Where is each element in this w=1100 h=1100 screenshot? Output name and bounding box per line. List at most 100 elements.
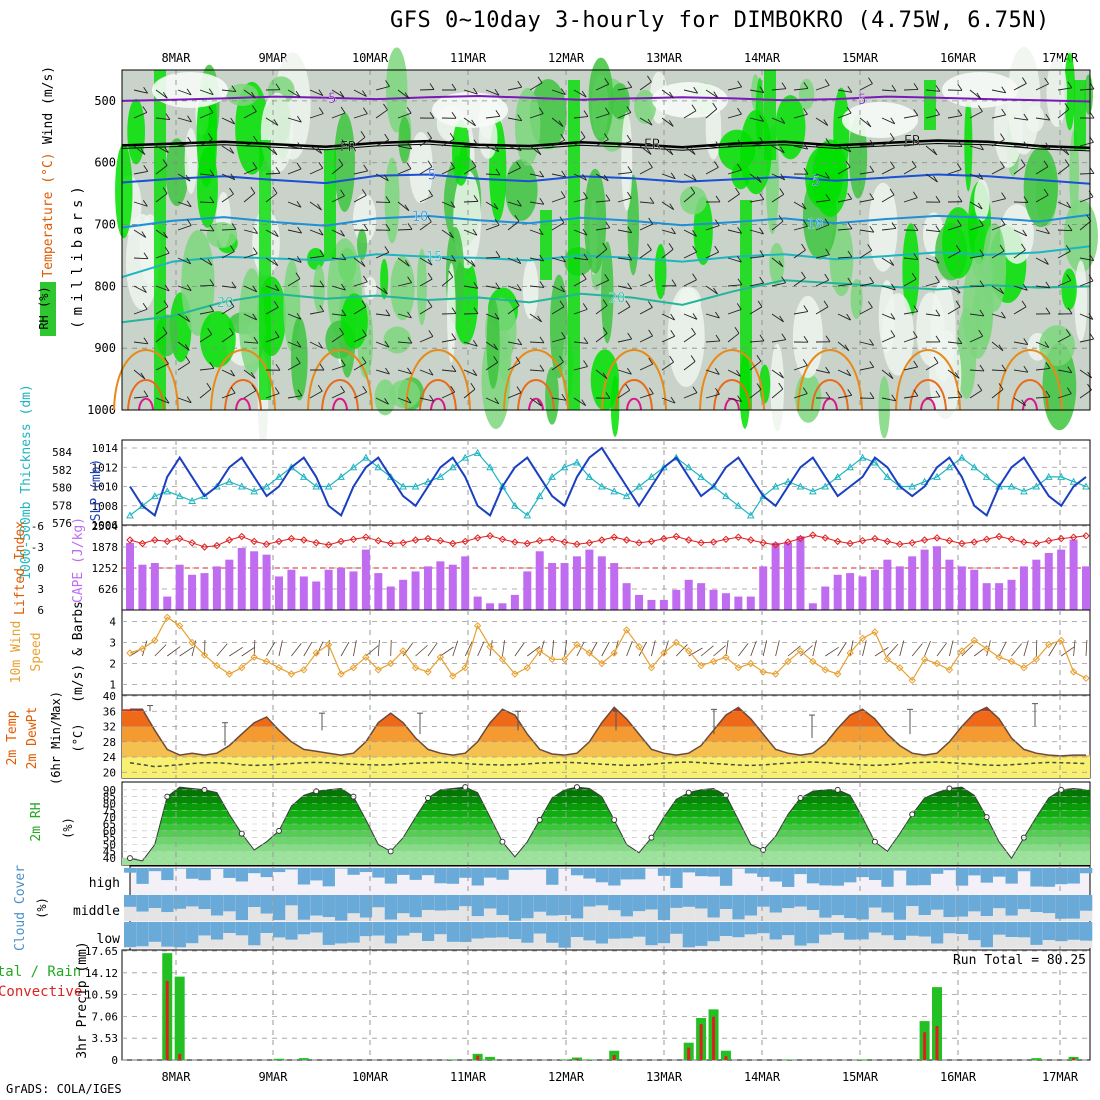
wind-barb bbox=[661, 313, 675, 321]
wind-barb-flag bbox=[580, 131, 586, 138]
wind-barb-flag bbox=[406, 106, 412, 114]
wind-barb-flag bbox=[890, 330, 896, 337]
wind-barb-flag bbox=[890, 117, 896, 125]
cloud-clear-bar bbox=[819, 917, 832, 921]
cloud-cover-bar bbox=[732, 922, 745, 938]
cloud-clear-bar bbox=[943, 933, 956, 948]
wind-barb-flag bbox=[297, 389, 303, 396]
rh-tick: 40 bbox=[103, 852, 116, 865]
wind-barb-flag bbox=[273, 301, 279, 308]
wind-barb-flag bbox=[670, 396, 676, 404]
cloud-cover-bar bbox=[1080, 868, 1093, 874]
thickness-point bbox=[535, 492, 544, 500]
hot-contour bbox=[430, 397, 446, 411]
wind-barb-flag bbox=[516, 161, 521, 169]
wind-barb-flag bbox=[427, 272, 433, 280]
wind-barb bbox=[309, 229, 324, 236]
wind-barb-flag bbox=[1043, 188, 1049, 196]
wind-barb bbox=[573, 366, 588, 371]
cloud-clear-bar bbox=[359, 936, 373, 948]
wind-barb-flag bbox=[935, 275, 940, 283]
wind10m-barb bbox=[862, 640, 867, 657]
cloud-cover-bar bbox=[906, 895, 919, 907]
cape-bar bbox=[709, 589, 718, 610]
wind-barb bbox=[507, 257, 522, 265]
wind-barb bbox=[749, 389, 762, 399]
rh-contour-shade bbox=[364, 277, 377, 300]
wind-barb-flag bbox=[692, 313, 698, 320]
wind-barb-flag bbox=[935, 335, 941, 343]
wind-barb-flag bbox=[1022, 229, 1028, 237]
wind-barb-flag bbox=[1020, 159, 1026, 166]
wind-barb bbox=[397, 257, 410, 267]
cloud-clear-bar bbox=[223, 911, 236, 921]
wind-barb bbox=[991, 89, 1006, 94]
wind-barb-flag bbox=[162, 159, 168, 166]
wind-barb bbox=[529, 341, 545, 344]
cape-bar bbox=[833, 574, 842, 610]
wind-barb-flag bbox=[296, 200, 302, 208]
warm-contour bbox=[601, 349, 667, 411]
wind-barb-flag bbox=[671, 279, 677, 286]
cloud-clear-bar bbox=[868, 932, 882, 948]
cloud-cover-bar bbox=[856, 922, 869, 940]
rh-contour-shade bbox=[775, 95, 806, 160]
cloud-clear-bar bbox=[285, 939, 298, 948]
cloud-cover-bar bbox=[1030, 868, 1043, 887]
temperature-axis-label-1: 2m Temp bbox=[5, 710, 20, 765]
cloud-clear-bar bbox=[856, 919, 869, 921]
thickness-point bbox=[722, 492, 730, 500]
cloud-clear-bar bbox=[831, 915, 844, 921]
wind-barb-flag bbox=[935, 108, 940, 115]
isotherm-line bbox=[121, 139, 1091, 150]
cloud-cover-bar bbox=[757, 922, 770, 934]
wind-barb bbox=[595, 139, 609, 147]
rh-point bbox=[685, 789, 692, 796]
precip-total-bar bbox=[174, 976, 185, 1060]
wind-barb bbox=[287, 278, 301, 287]
wind-barb bbox=[1013, 285, 1028, 291]
wind10m-barb bbox=[713, 645, 726, 657]
wind-barb bbox=[771, 282, 786, 287]
wind-barb-flag bbox=[471, 119, 476, 127]
wind-barb bbox=[881, 117, 895, 125]
wind-barb bbox=[639, 279, 653, 287]
cloud-cover-bar bbox=[1067, 895, 1080, 919]
cloud-cover-bar bbox=[868, 868, 882, 880]
lifted-index-point bbox=[436, 536, 445, 545]
wind-speed-point bbox=[647, 663, 656, 672]
wind10m-barb bbox=[837, 642, 847, 657]
lifted-index-point bbox=[362, 533, 370, 541]
cloud-cover-bar bbox=[272, 922, 286, 938]
thickness-point bbox=[337, 472, 345, 480]
wind-barb-flag bbox=[932, 148, 938, 156]
cloud-cover-bar bbox=[570, 868, 584, 876]
cape-bar bbox=[274, 576, 283, 610]
wind10m-barb bbox=[812, 640, 817, 657]
wind-barb bbox=[397, 112, 412, 119]
wind-barb-flag bbox=[847, 250, 853, 258]
wind-barb-flag bbox=[472, 369, 478, 376]
cloud-clear-bar bbox=[533, 933, 547, 948]
cloud-cover-bar bbox=[670, 922, 683, 934]
cloud-clear-bar bbox=[670, 907, 683, 921]
wind10m-barb bbox=[1073, 640, 1076, 657]
rh-contour-shade bbox=[634, 89, 657, 124]
wind-barb-flag bbox=[207, 258, 213, 266]
wind-barb-flag bbox=[825, 335, 831, 343]
cloud-cover-bar bbox=[322, 895, 335, 918]
wind-barb bbox=[595, 279, 609, 287]
wind-barb bbox=[177, 362, 191, 371]
wind-barb bbox=[661, 145, 674, 156]
wind-barb-flag bbox=[1023, 113, 1029, 121]
wind-barb bbox=[1035, 194, 1049, 203]
precip-convective-bar bbox=[612, 1055, 616, 1060]
wind-speed-point bbox=[287, 670, 296, 678]
rh-point bbox=[127, 855, 133, 862]
wind-barb bbox=[507, 305, 520, 315]
wind-barb bbox=[881, 313, 896, 320]
wind-barb-flag bbox=[803, 220, 808, 227]
wind-barb-flag bbox=[383, 103, 388, 111]
wind-barb-flag bbox=[252, 247, 258, 254]
cloud-cover-bar bbox=[173, 922, 186, 948]
